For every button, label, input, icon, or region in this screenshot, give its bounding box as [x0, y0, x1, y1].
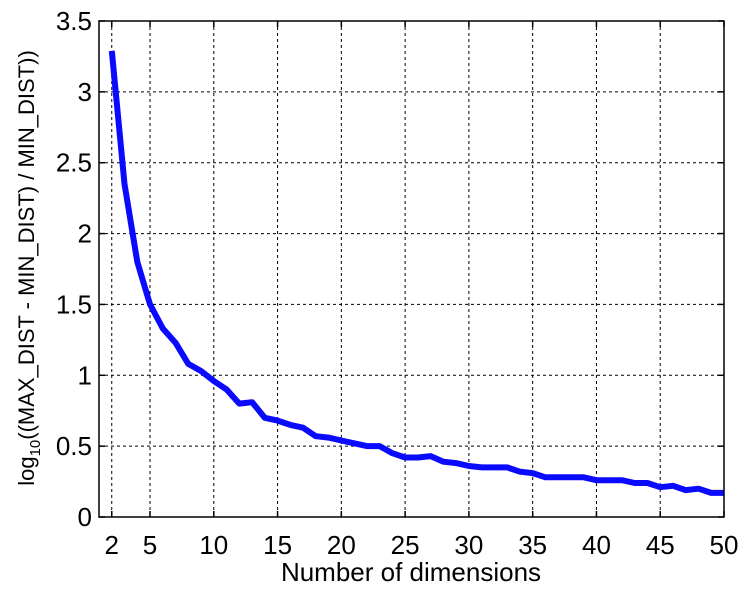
- y-tick-label: 3.5: [56, 6, 92, 36]
- x-tick-label: 15: [263, 530, 292, 560]
- plot-background: [99, 21, 724, 517]
- x-tick-label: 20: [327, 530, 356, 560]
- x-tick-label: 5: [143, 530, 157, 560]
- x-tick-label: 40: [582, 530, 611, 560]
- ticks: [99, 20, 725, 518]
- x-tick-label: 2: [105, 530, 119, 560]
- y-tick-label: 2.5: [56, 148, 92, 178]
- y-axis-title-subscript: 10: [27, 440, 44, 457]
- y-tick-labels: 0 0.5 1 1.5 2 2.5 3 3.5: [56, 6, 92, 532]
- y-tick-label: 1: [78, 360, 92, 390]
- y-axis-title-rest: ((MAX_DIST - MIN_DIST) / MIN_DIST)): [14, 50, 39, 440]
- series-line: [108, 50, 724, 496]
- x-axis-title: Number of dimensions: [281, 557, 541, 587]
- plot-frame: [98, 20, 725, 518]
- x-tick-label: 30: [454, 530, 483, 560]
- x-tick-label: 50: [710, 530, 739, 560]
- x-tick-label: 45: [646, 530, 675, 560]
- x-tick-labels: 2 5 10 15 20 25 30 35 40 45 50: [105, 530, 739, 560]
- y-tick-label: 0: [78, 502, 92, 532]
- y-axis-title: log10((MAX_DIST - MIN_DIST) / MIN_DIST)): [14, 50, 44, 486]
- y-tick-label: 1.5: [56, 289, 92, 319]
- series-layer: [108, 50, 724, 496]
- x-tick-label: 10: [199, 530, 228, 560]
- x-tick-label: 35: [518, 530, 547, 560]
- y-tick-label: 3: [78, 77, 92, 107]
- y-tick-label: 2: [78, 219, 92, 249]
- y-tick-label: 0.5: [56, 431, 92, 461]
- x-tick-label: 25: [391, 530, 420, 560]
- y-axis-title-prefix: log: [14, 456, 39, 485]
